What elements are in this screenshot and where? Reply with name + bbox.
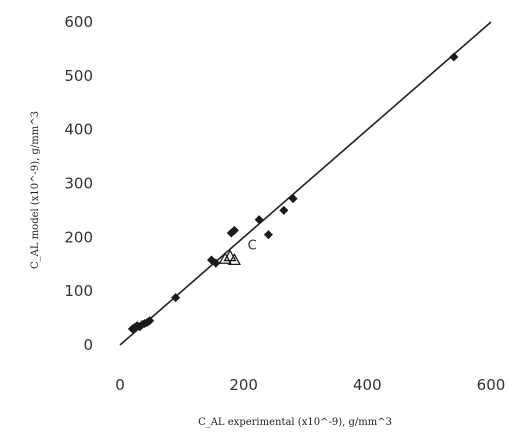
y-axis-title: C_AL model (x10^-9), g/mm^3 <box>30 111 41 269</box>
x-axis-title: C_AL experimental (x10^-9), g/mm^3 <box>198 417 392 428</box>
reference-line <box>119 21 492 346</box>
data-point <box>145 316 155 326</box>
tick-labels: 0 100 200 300 400 500 600 0 200 400 600 <box>64 13 505 394</box>
x-tick-label: 200 <box>229 376 258 394</box>
y-tick-label: 600 <box>64 13 93 31</box>
x-tick-label: 0 <box>115 376 125 394</box>
data-point <box>288 194 298 204</box>
y-tick-label: 300 <box>64 175 93 193</box>
x-tick-label: 600 <box>477 376 506 394</box>
data-marks: C <box>127 52 459 334</box>
annotation-label: C <box>248 238 257 253</box>
y-tick-label: 0 <box>83 336 93 354</box>
data-point <box>263 230 273 240</box>
y-tick-label: 100 <box>64 282 93 300</box>
data-point-triangle <box>227 253 241 265</box>
data-point <box>211 258 221 268</box>
y-tick-label: 500 <box>64 67 93 85</box>
x-tick-label: 400 <box>353 376 382 394</box>
data-point <box>254 215 264 225</box>
y-tick-label: 400 <box>64 121 93 139</box>
data-point <box>171 293 181 303</box>
data-point <box>279 205 289 215</box>
y-tick-label: 200 <box>64 228 93 246</box>
data-point <box>229 225 239 235</box>
data-point-triangle <box>218 252 232 264</box>
data-point <box>449 52 459 62</box>
plot-area <box>119 21 492 346</box>
data-point-triangle <box>223 249 237 262</box>
